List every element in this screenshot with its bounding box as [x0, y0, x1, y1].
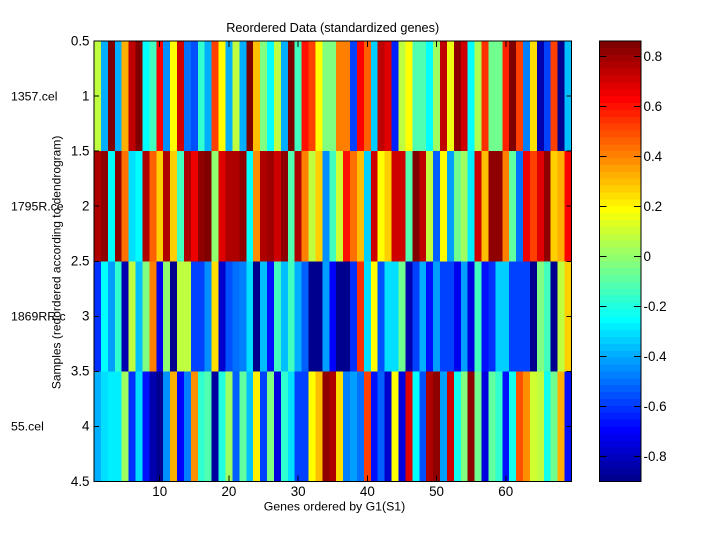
svg-text:0.5: 0.5 [71, 33, 90, 48]
svg-text:1357.cel: 1357.cel [11, 89, 58, 103]
svg-text:2.5: 2.5 [71, 254, 90, 269]
svg-text:0.8: 0.8 [644, 49, 663, 64]
svg-text:Samples (redordered according: Samples (redordered according to dendrog… [50, 136, 64, 389]
svg-text:1.5: 1.5 [71, 143, 90, 158]
svg-text:0.6: 0.6 [644, 99, 663, 114]
svg-text:0: 0 [644, 249, 651, 264]
svg-text:-0.2: -0.2 [644, 299, 667, 314]
svg-text:40: 40 [360, 484, 375, 499]
svg-text:0.4: 0.4 [644, 149, 663, 164]
svg-text:1795R.ce: 1795R.ce [11, 199, 64, 213]
svg-text:55.cel: 55.cel [11, 420, 44, 434]
svg-text:60: 60 [498, 484, 513, 499]
svg-text:1869RR.c: 1869RR.c [11, 310, 66, 324]
svg-text:-0.6: -0.6 [644, 399, 667, 414]
svg-text:4: 4 [82, 419, 90, 434]
svg-text:10: 10 [152, 484, 167, 499]
svg-text:Genes ordered by G1(S1): Genes ordered by G1(S1) [264, 500, 406, 514]
svg-text:3.5: 3.5 [71, 364, 90, 379]
svg-text:4.5: 4.5 [71, 474, 90, 489]
svg-text:1: 1 [82, 88, 89, 103]
svg-text:50: 50 [429, 484, 444, 499]
svg-text:-0.8: -0.8 [644, 449, 667, 464]
svg-text:2: 2 [82, 198, 89, 213]
svg-text:Reordered Data (standardized g: Reordered Data (standardized genes) [226, 21, 439, 35]
svg-text:0.2: 0.2 [644, 199, 663, 214]
svg-text:20: 20 [221, 484, 236, 499]
svg-text:30: 30 [291, 484, 306, 499]
svg-text:-0.4: -0.4 [644, 349, 668, 364]
svg-text:3: 3 [82, 309, 89, 324]
